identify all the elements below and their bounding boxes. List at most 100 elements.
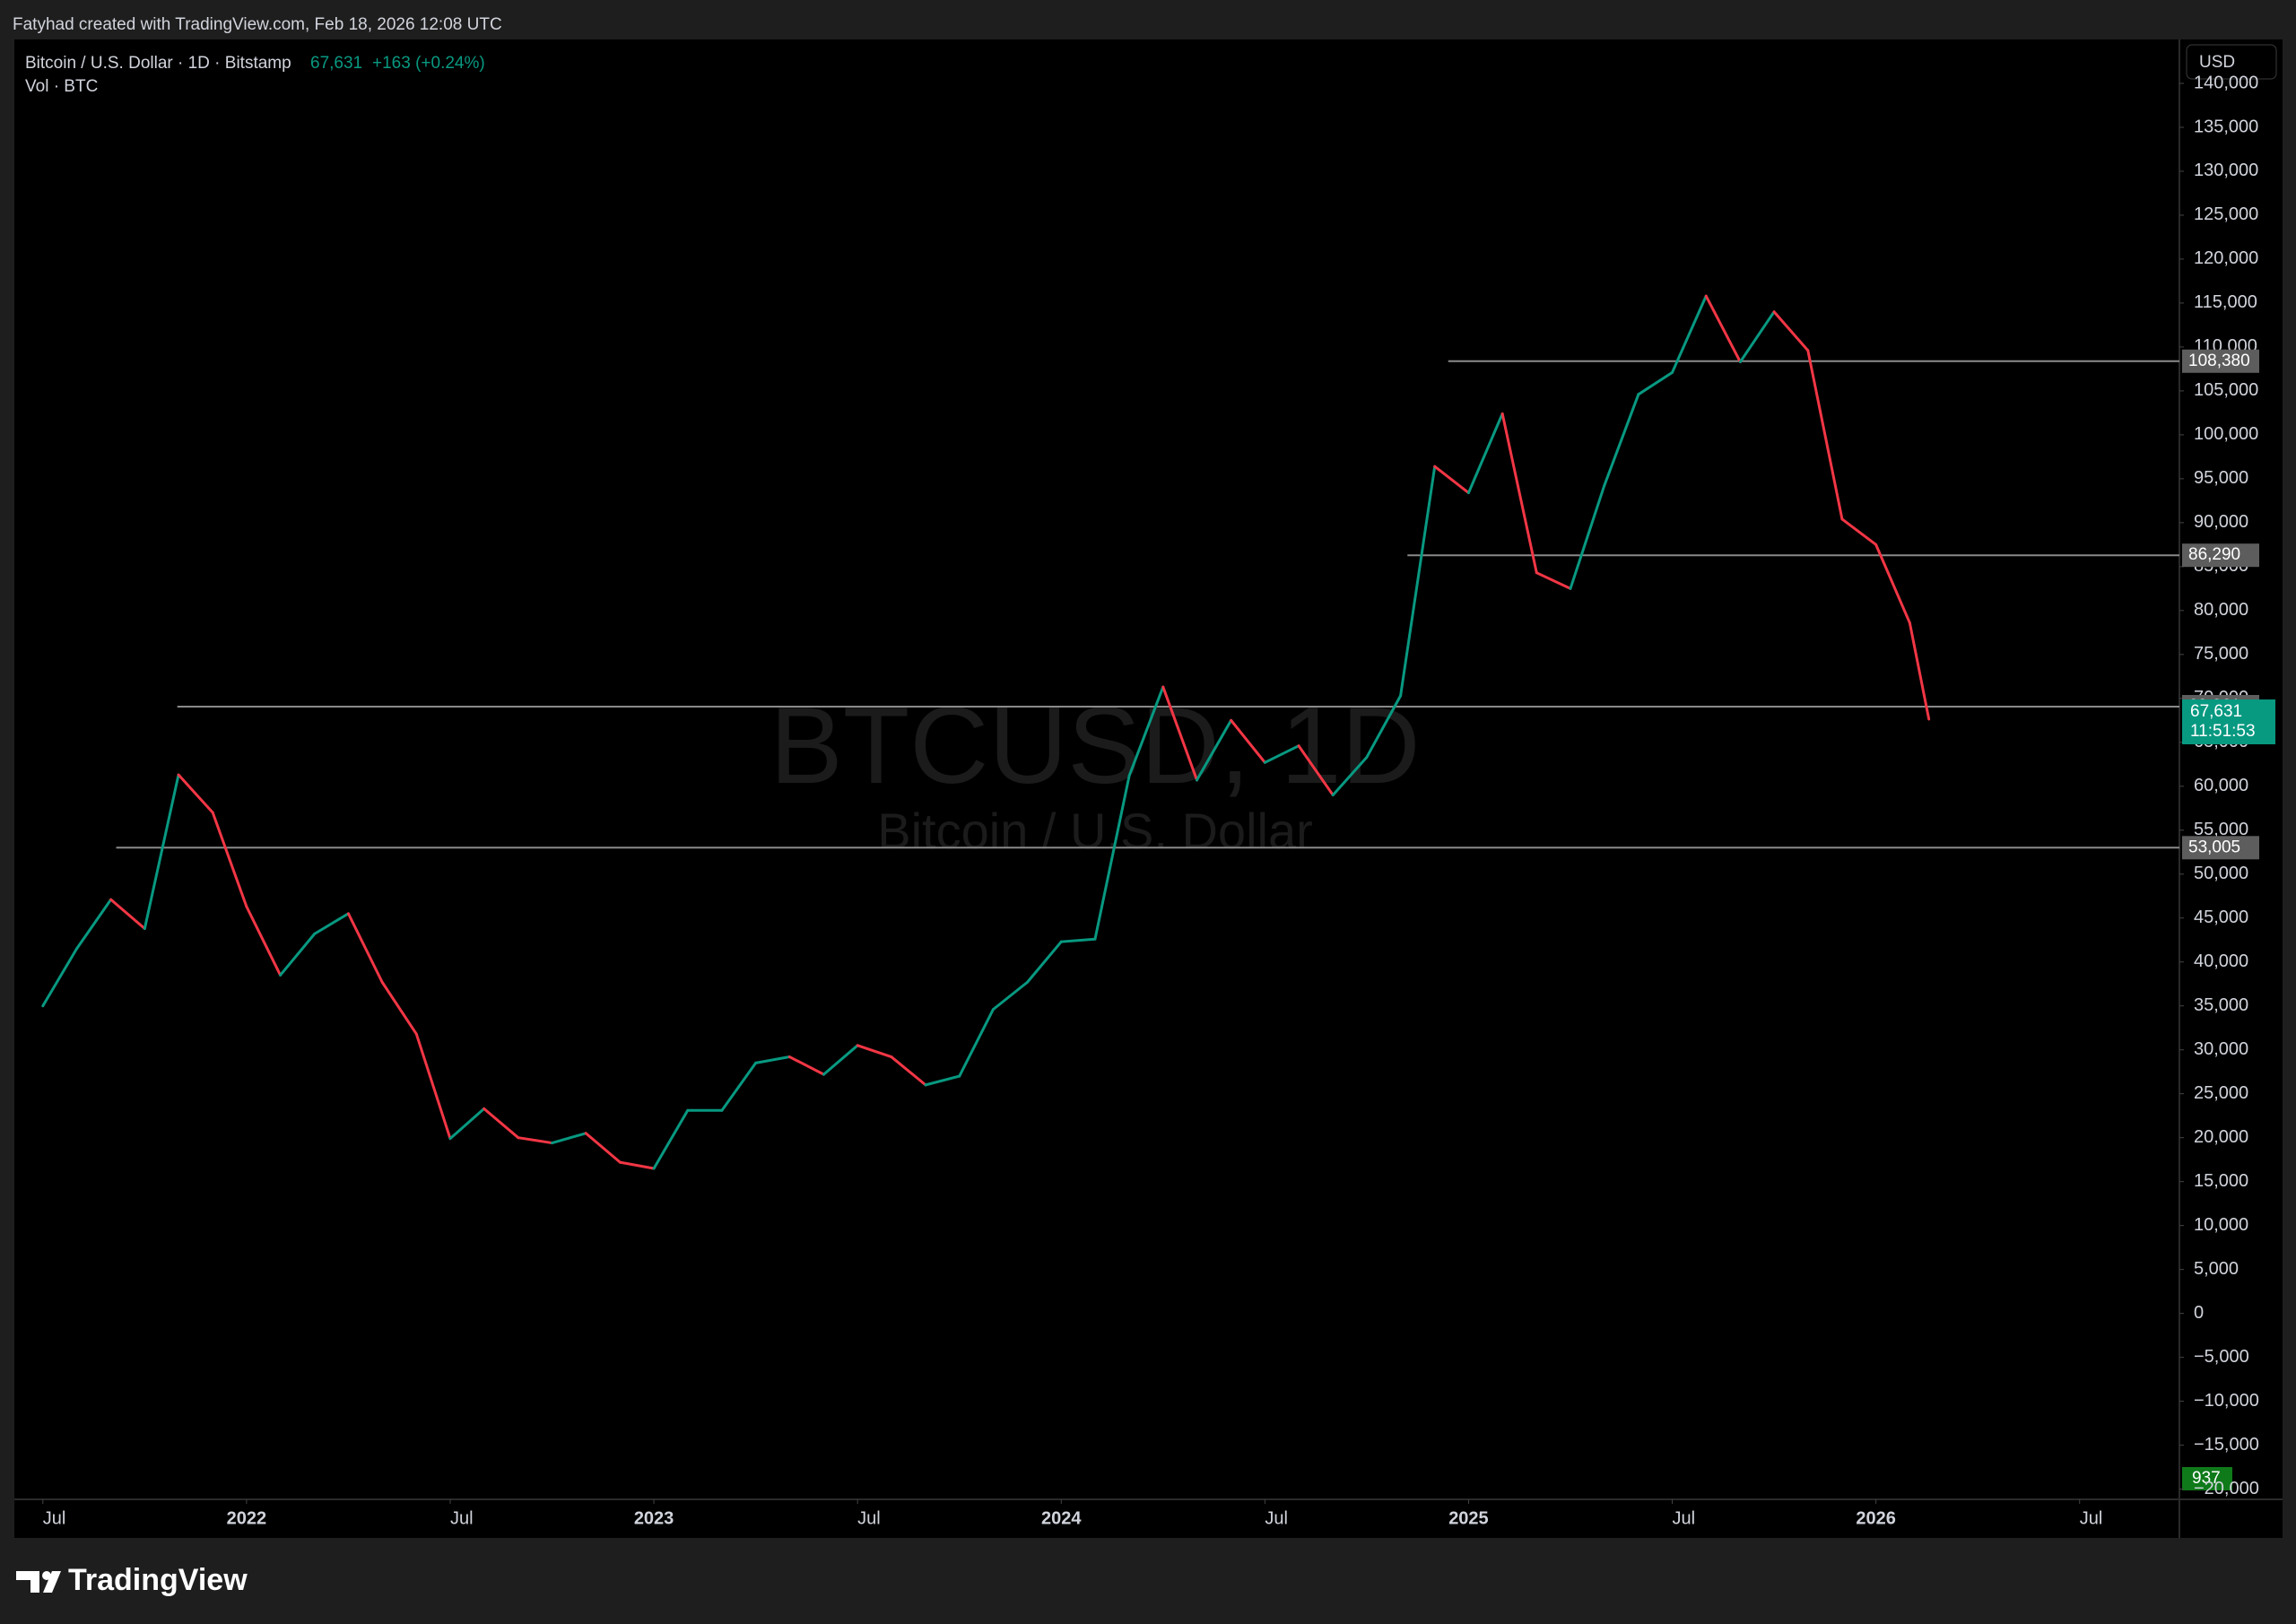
y-tick-label: 5,000 (2194, 1259, 2239, 1279)
y-tick-label: 105,000 (2194, 380, 2258, 400)
x-tick-label: Jul (2080, 1508, 2103, 1528)
watermark-subtitle: Bitcoin / U.S. Dollar (877, 803, 1313, 859)
x-tick-label: Jul (1673, 1508, 1696, 1528)
price-segment (1365, 694, 1403, 759)
chart-panel (14, 39, 2283, 1538)
price-segment (1127, 685, 1165, 777)
volume-label: 937 (2192, 1469, 2221, 1488)
y-tick-label: 25,000 (2194, 1083, 2248, 1103)
y-tick-label: 45,000 (2194, 908, 2248, 927)
price-segment (1671, 294, 1708, 374)
y-tick-label: 90,000 (2194, 512, 2248, 532)
plot (41, 294, 2179, 1170)
price-segment (1908, 621, 1931, 721)
price-segment (958, 1008, 995, 1078)
level-label-box (2182, 836, 2259, 860)
y-tick-label: 125,000 (2194, 204, 2258, 224)
currency-button[interactable] (2186, 44, 2277, 80)
price-segment (856, 1044, 893, 1059)
price-segment (1399, 465, 1437, 698)
y-tick-label: −15,000 (2194, 1435, 2259, 1455)
price-segment (1704, 294, 1742, 364)
price-segment (1637, 370, 1674, 396)
y-tick-label: 10,000 (2194, 1215, 2248, 1235)
price-segment (1874, 543, 1911, 625)
brand-logo (16, 1571, 61, 1593)
x-tick-label: Jul (857, 1508, 881, 1528)
price-segment (618, 1160, 656, 1170)
price-label: 67,631 (2190, 702, 2242, 721)
y-tick-label: 40,000 (2194, 951, 2248, 971)
y-tick-label: 135,000 (2194, 117, 2258, 136)
x-tick-label: 2024 (1041, 1508, 1082, 1528)
credit: Fatyhad created with TradingView.com, Fe… (13, 15, 502, 34)
price-segment (1331, 755, 1369, 797)
price-segment (1500, 412, 1538, 575)
price-segment (1297, 744, 1335, 797)
price-segment (1026, 940, 1063, 984)
price-segment (211, 811, 248, 908)
y-tick-label: 0 (2194, 1303, 2204, 1323)
price-segment (584, 1132, 622, 1164)
price-segment (41, 947, 78, 1008)
y-tick-label: 20,000 (2194, 1127, 2248, 1147)
level-label: 108,380 (2188, 352, 2250, 370)
price-segment (1059, 937, 1097, 943)
countdown: 11:51:53 (2190, 722, 2256, 741)
y-tick-label: −10,000 (2194, 1391, 2259, 1411)
price-segment (1840, 517, 1878, 546)
x-tick-label: 2025 (1448, 1508, 1489, 1528)
price-segment (1466, 412, 1504, 495)
y-tick-label: 115,000 (2194, 292, 2257, 312)
price-segment (109, 898, 146, 930)
price-segment (1161, 685, 1199, 782)
price-segment (1263, 744, 1300, 764)
y-tick-label: 100,000 (2194, 424, 2258, 444)
logo-shape (16, 1571, 39, 1593)
price-segment (1196, 718, 1233, 782)
price-segment (483, 1107, 520, 1140)
price-segment (448, 1107, 486, 1141)
x-tick-label: 2026 (1856, 1508, 1896, 1528)
x-tick-label: 2022 (227, 1508, 267, 1528)
price-segment (380, 980, 418, 1036)
x-tick-label: 2023 (634, 1508, 674, 1528)
price-segment (414, 1032, 452, 1141)
price-segment (787, 1055, 825, 1076)
price-segment (822, 1044, 859, 1076)
price-segment (279, 932, 317, 977)
price-segment (991, 980, 1030, 1012)
price-segment (245, 905, 283, 977)
price-segment (143, 773, 180, 930)
y-tick-label: 120,000 (2194, 248, 2258, 268)
y-tick-label: 55,000 (2194, 820, 2248, 839)
x-tick-label: Jul (450, 1508, 474, 1528)
y-tick-label: 35,000 (2194, 995, 2248, 1015)
level-label-box (2182, 543, 2259, 568)
price-segment (1603, 393, 1640, 488)
price-segment (177, 773, 214, 814)
volume-label-box (2182, 1467, 2232, 1490)
legend-change: +163 (+0.24%) (372, 54, 485, 73)
y-tick-label: 80,000 (2194, 600, 2248, 620)
price-segment (1535, 571, 1572, 590)
currency[interactable]: USD (2199, 53, 2235, 72)
price-segment (1230, 718, 1266, 764)
y-tick-label: 130,000 (2194, 161, 2258, 180)
price-segment (720, 1061, 758, 1112)
price-segment (74, 898, 113, 951)
price-segment (924, 1074, 961, 1087)
x-tick-label: Jul (1265, 1508, 1288, 1528)
price-segment (754, 1055, 791, 1064)
y-tick-label: −5,000 (2194, 1347, 2249, 1367)
y-tick-label: 140,000 (2194, 73, 2258, 92)
brand: TradingView (68, 1563, 248, 1597)
price-segment (346, 912, 384, 984)
volume-title: Vol · BTC (25, 77, 98, 96)
price-segment (1806, 349, 1844, 521)
price-segment (1093, 774, 1131, 941)
price-segment (1738, 310, 1776, 364)
legend-price: 67,631 (310, 54, 362, 73)
legend-title: Bitcoin / U.S. Dollar · 1D · Bitstamp (25, 54, 291, 73)
